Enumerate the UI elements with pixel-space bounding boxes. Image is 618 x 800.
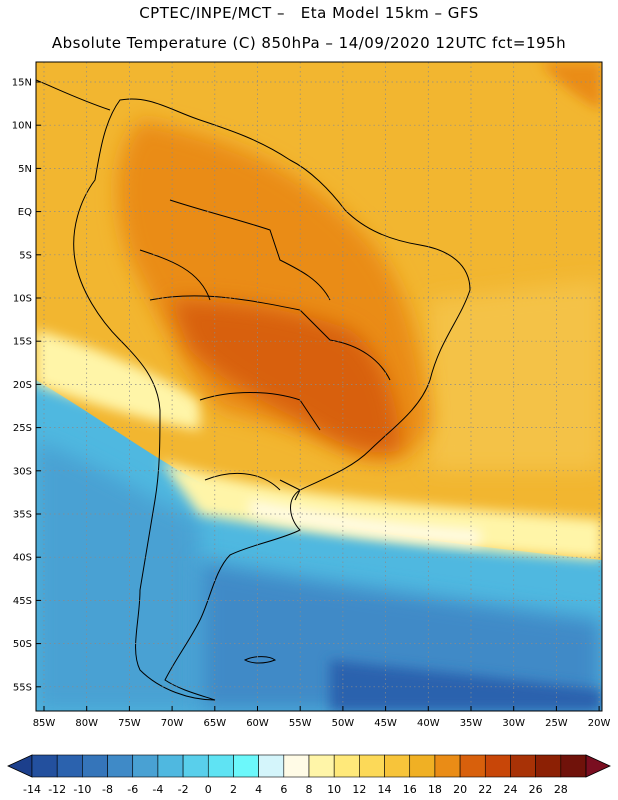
lat-tick-label: 15N (12, 78, 32, 89)
chart-title-line2: Absolute Temperature (C) 850hPa – 14/09/… (51, 34, 567, 52)
legend-label: 24 (503, 783, 517, 796)
legend-label: 4 (255, 783, 262, 796)
lon-tick-label: 70W (161, 718, 184, 729)
lat-tick-label: 10N (12, 121, 32, 132)
longitude-axis: 85W 80W 75W 70W 65W 60W 55W 50W 45W 40W 35W 30W 25W 2… (33, 706, 611, 729)
legend-label: 0 (205, 783, 212, 796)
legend-swatch (409, 754, 436, 778)
falkland-islands (243, 656, 276, 664)
legend-label: -10 (73, 783, 91, 796)
legend-swatch (384, 754, 411, 778)
legend-swatch (510, 754, 536, 778)
lat-tick-label: 45S (13, 596, 32, 607)
legend-swatch (107, 754, 134, 778)
lon-tick-label: 75W (118, 718, 141, 729)
graticule (36, 62, 602, 711)
lon-tick-label: 60W (246, 718, 269, 729)
lat-tick-label: 20S (13, 380, 32, 391)
legend-swatch (258, 754, 285, 778)
legend-swatch (535, 754, 562, 778)
legend-label: 10 (327, 783, 341, 796)
lat-tick-label: EQ (18, 207, 32, 218)
legend-label: 8 (306, 783, 313, 796)
lat-tick-label: 5N (18, 164, 32, 175)
legend-label: 16 (403, 783, 417, 796)
lon-tick-label: 65W (203, 718, 226, 729)
legend-label: 18 (428, 783, 442, 796)
legend-label: 28 (554, 783, 568, 796)
chart-title-line1: CPTEC/INPE/MCT – Eta Model 15km – GFS (139, 4, 479, 22)
lat-tick-label: 15S (13, 337, 32, 348)
legend-arrow-high (585, 754, 611, 778)
legend-label: 26 (529, 783, 543, 796)
lat-tick-label: 40S (13, 553, 32, 564)
lat-tick-label: 25S (13, 423, 32, 434)
map-border (35, 61, 603, 712)
legend-arrow-low (7, 754, 33, 778)
lon-tick-label: 85W (33, 718, 56, 729)
legend-swatch (434, 754, 461, 778)
field-white-band (250, 500, 480, 545)
coastline-borders (36, 79, 471, 701)
lat-tick-label: 55S (13, 682, 32, 693)
legend-label: 20 (453, 783, 467, 796)
lat-tick-label: 50S (13, 639, 32, 650)
legend-swatch (207, 754, 234, 778)
latitude-axis: 15N 10N 5N EQ 5S 10S 15S 20S 25S 30S 35S 40S 45S 50S 5… (12, 78, 41, 693)
legend-label: -8 (102, 783, 113, 796)
border-line (204, 472, 281, 491)
border-line (149, 295, 391, 381)
field-atlantic-transition (160, 460, 602, 560)
central-america-coast (36, 79, 111, 111)
field-east-band (430, 280, 602, 470)
border-line (199, 392, 321, 431)
lon-tick-label: 50W (332, 718, 355, 729)
field-continent-hot (170, 300, 400, 453)
lat-tick-label: 10S (13, 294, 32, 305)
lat-tick-label: 5S (19, 250, 32, 261)
legend-label: -2 (178, 783, 189, 796)
legend-label: 22 (478, 783, 492, 796)
legend-swatch (333, 754, 360, 778)
legend-swatch (31, 754, 58, 778)
legend-label: -4 (152, 783, 163, 796)
lat-tick-label: 30S (13, 466, 32, 477)
legend-swatch (82, 754, 108, 778)
legend-label: 12 (352, 783, 366, 796)
lon-tick-label: 40W (417, 718, 440, 729)
lon-tick-label: 80W (75, 718, 98, 729)
legend-swatch (56, 754, 83, 778)
temperature-field (36, 62, 602, 711)
legend-swatch (182, 754, 209, 778)
legend-swatch (283, 754, 310, 778)
legend-swatch (157, 754, 184, 778)
color-legend: -14 -12 -10 -8 -6 -4 -2 0 2 4 6 8 10 12 14 16 18 20 22 24 26… (7, 754, 611, 796)
lon-tick-label: 20W (588, 718, 611, 729)
lat-tick-label: 35S (13, 510, 32, 521)
lon-tick-label: 55W (289, 718, 312, 729)
legend-swatch (233, 754, 259, 778)
legend-swatch (308, 754, 335, 778)
legend-swatch (484, 754, 511, 778)
border-line (139, 249, 211, 301)
continent-outline (73, 98, 471, 701)
legend-label: 2 (230, 783, 237, 796)
border-line (169, 199, 331, 301)
field-northeast-warm (540, 62, 602, 110)
legend-label: -12 (48, 783, 66, 796)
lon-tick-label: 45W (374, 718, 397, 729)
legend-swatch (359, 754, 385, 778)
field-coldest (330, 660, 602, 711)
lon-tick-label: 25W (545, 718, 568, 729)
legend-swatch (560, 754, 587, 778)
lon-tick-label: 30W (502, 718, 525, 729)
legend-label: 6 (280, 783, 287, 796)
legend-label: -14 (23, 783, 41, 796)
legend-label: 14 (378, 783, 392, 796)
legend-swatch (459, 754, 486, 778)
legend-swatch (132, 754, 159, 778)
legend-label: -6 (127, 783, 138, 796)
lon-tick-label: 35W (460, 718, 483, 729)
